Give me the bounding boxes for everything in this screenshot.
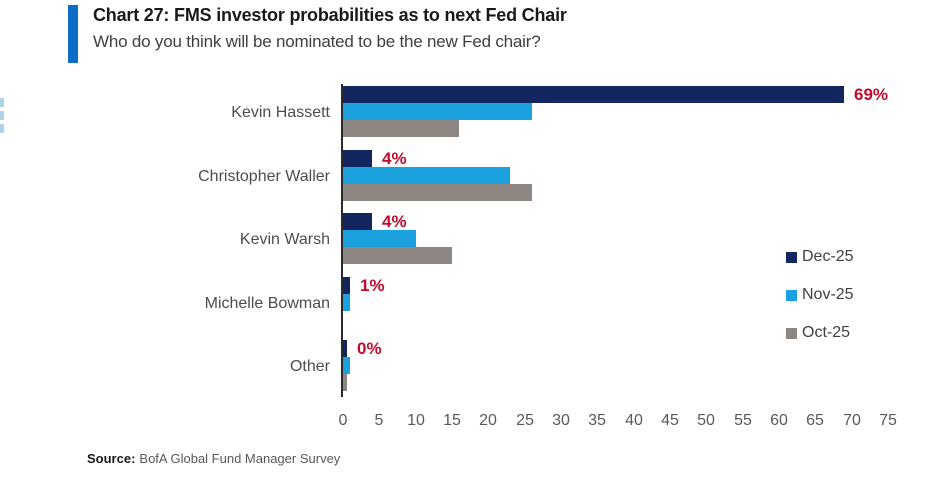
category-label: Christopher Waller xyxy=(198,168,330,185)
edge-dash xyxy=(0,111,4,120)
x-tick-label: 15 xyxy=(443,412,461,429)
bar-nov-25 xyxy=(343,294,350,311)
edge-dash xyxy=(0,124,4,133)
bar-dec-25 xyxy=(343,340,347,357)
chart-legend: Dec-25 Nov-25 Oct-25 xyxy=(786,247,854,361)
source-line: Source: BofA Global Fund Manager Survey xyxy=(87,451,340,466)
bar-group: 69% xyxy=(343,85,903,137)
legend-swatch xyxy=(786,289,797,301)
x-tick-label: 0 xyxy=(338,412,348,429)
x-tick-label: 30 xyxy=(552,412,570,429)
bar-dec-25 xyxy=(343,86,844,103)
x-tick-label: 40 xyxy=(625,412,643,429)
bar-group: 4% xyxy=(343,149,903,201)
legend-swatch xyxy=(786,327,797,339)
bar-group: 0% xyxy=(343,339,903,391)
legend-item: Oct-25 xyxy=(786,323,854,343)
x-tick-label: 20 xyxy=(479,412,497,429)
data-label: 1% xyxy=(360,276,385,295)
data-label: 4% xyxy=(382,212,407,231)
x-tick-label: 60 xyxy=(770,412,788,429)
x-tick-label: 65 xyxy=(806,412,824,429)
legend-label: Dec-25 xyxy=(802,248,854,265)
bar-group: 4% xyxy=(343,212,903,264)
bar-oct-25 xyxy=(343,184,532,201)
bar-group: 1% xyxy=(343,276,903,328)
legend-item: Dec-25 xyxy=(786,247,854,267)
source-text: BofA Global Fund Manager Survey xyxy=(139,451,341,466)
x-tick-label: 35 xyxy=(588,412,606,429)
title-accent-bar xyxy=(68,5,78,63)
source-label: Source: xyxy=(87,451,136,466)
data-label: 4% xyxy=(382,149,407,168)
bar-nov-25 xyxy=(343,167,510,184)
bar-oct-25 xyxy=(343,374,347,391)
chart-title: Chart 27: FMS investor probabilities as … xyxy=(93,5,567,25)
x-tick-label: 10 xyxy=(407,412,425,429)
data-label: 0% xyxy=(357,339,382,358)
plot-area: 69% 4% 4% 1% 0% xyxy=(343,85,903,406)
bar-dec-25 xyxy=(343,213,372,230)
x-tick-label: 70 xyxy=(843,412,861,429)
chart-subtitle: Who do you think will be nominated to be… xyxy=(93,32,541,51)
y-axis-line xyxy=(341,84,343,397)
bar-nov-25 xyxy=(343,357,350,374)
data-label: 69% xyxy=(854,85,889,104)
x-tick-label: 5 xyxy=(374,412,384,429)
category-label: Other xyxy=(289,358,330,375)
category-label: Kevin Hassett xyxy=(231,104,330,121)
edge-dash xyxy=(0,98,4,107)
bar-nov-25 xyxy=(343,103,532,120)
legend-label: Oct-25 xyxy=(802,324,851,341)
legend-swatch xyxy=(786,251,797,263)
x-tick-label: 45 xyxy=(661,412,679,429)
bar-nov-25 xyxy=(343,230,416,247)
category-label: Michelle Bowman xyxy=(204,295,330,312)
x-tick-label: 75 xyxy=(879,412,897,429)
bar-dec-25 xyxy=(343,150,372,167)
bar-oct-25 xyxy=(343,247,452,264)
page-edge-marker xyxy=(0,98,4,137)
legend-item: Nov-25 xyxy=(786,285,854,305)
x-tick-label: 50 xyxy=(697,412,715,429)
bar-dec-25 xyxy=(343,277,350,294)
legend-label: Nov-25 xyxy=(802,286,854,303)
x-tick-label: 55 xyxy=(734,412,752,429)
bar-oct-25 xyxy=(343,120,459,137)
category-label: Kevin Warsh xyxy=(239,231,330,248)
x-tick-label: 25 xyxy=(516,412,534,429)
